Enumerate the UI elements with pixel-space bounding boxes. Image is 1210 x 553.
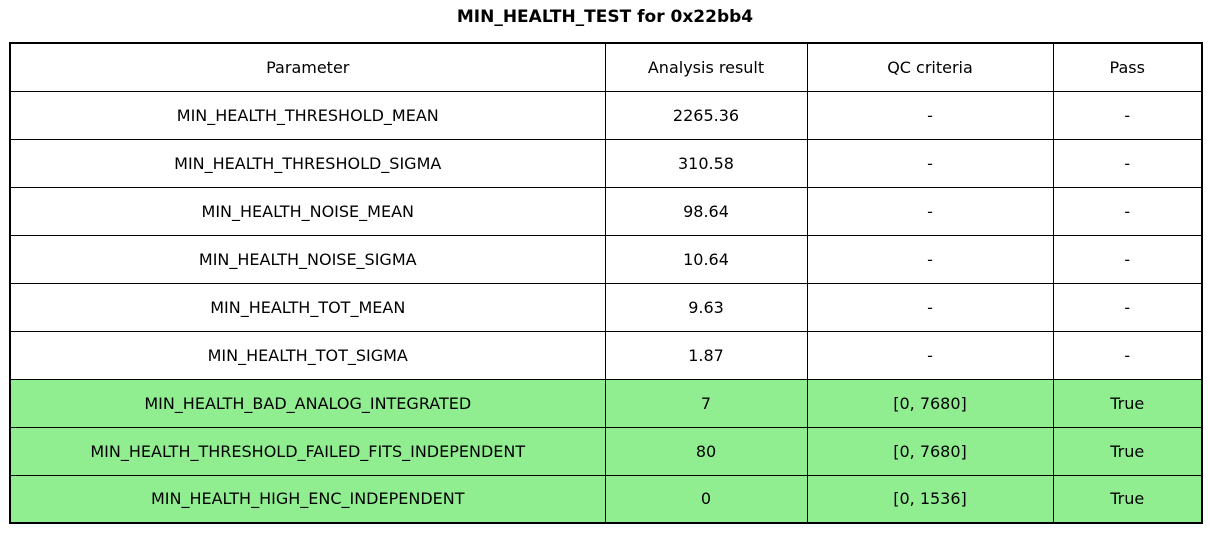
cell-pass: - [1052, 282, 1203, 332]
cell-qc-criteria: [0, 7680] [806, 426, 1054, 476]
cell-pass: - [1052, 138, 1203, 188]
cell-parameter: MIN_HEALTH_THRESHOLD_SIGMA [9, 138, 606, 188]
cell-parameter: MIN_HEALTH_NOISE_SIGMA [9, 234, 606, 284]
cell-analysis-result: 9.63 [604, 282, 808, 332]
cell-pass: - [1052, 234, 1203, 284]
cell-analysis-result: 7 [604, 378, 808, 428]
header-row: Parameter Analysis result QC criteria Pa… [9, 42, 1203, 92]
cell-analysis-result: 0 [604, 474, 808, 524]
cell-analysis-result: 10.64 [604, 234, 808, 284]
table-row: MIN_HEALTH_TOT_MEAN 9.63- - [9, 282, 1203, 332]
table-row: MIN_HEALTH_NOISE_MEAN 98.64- - [9, 186, 1203, 236]
cell-pass: - [1052, 186, 1203, 236]
cell-qc-criteria: [0, 1536] [806, 474, 1054, 524]
cell-parameter: MIN_HEALTH_THRESHOLD_FAILED_FITS_INDEPEN… [9, 426, 606, 476]
col-header-pass: Pass [1052, 42, 1203, 92]
col-header-parameter: Parameter [9, 42, 606, 92]
table-row: MIN_HEALTH_THRESHOLD_FAILED_FITS_INDEPEN… [9, 426, 1203, 476]
cell-pass: True [1052, 378, 1203, 428]
cell-qc-criteria: - [806, 186, 1054, 236]
cell-parameter: MIN_HEALTH_NOISE_MEAN [9, 186, 606, 236]
cell-analysis-result: 310.58 [604, 138, 808, 188]
cell-qc-criteria: [0, 7680] [806, 378, 1054, 428]
table-row: MIN_HEALTH_BAD_ANALOG_INTEGRATED 7 [0, 768… [9, 378, 1203, 428]
cell-analysis-result: 98.64 [604, 186, 808, 236]
cell-qc-criteria: - [806, 330, 1054, 380]
table-row: MIN_HEALTH_THRESHOLD_SIGMA 310.58- - [9, 138, 1203, 188]
table-row: MIN_HEALTH_NOISE_SIGMA 10.64- - [9, 234, 1203, 284]
col-header-analysis-result: Analysis result [604, 42, 808, 92]
cell-analysis-result: 2265.36 [604, 90, 808, 140]
cell-pass: True [1052, 474, 1203, 524]
cell-pass: - [1052, 90, 1203, 140]
cell-parameter: MIN_HEALTH_TOT_MEAN [9, 282, 606, 332]
table-row: MIN_HEALTH_THRESHOLD_MEAN 2265.36- - [9, 90, 1203, 140]
cell-parameter: MIN_HEALTH_BAD_ANALOG_INTEGRATED [9, 378, 606, 428]
qc-results-table: Parameter Analysis result QC criteria Pa… [9, 42, 1203, 524]
chart-title: MIN_HEALTH_TEST for 0x22bb4 [456, 7, 754, 27]
cell-qc-criteria: - [806, 282, 1054, 332]
cell-parameter: MIN_HEALTH_TOT_SIGMA [9, 330, 606, 380]
table-body: MIN_HEALTH_THRESHOLD_MEAN 2265.36- - MIN_HE… [9, 90, 1203, 524]
table-row: MIN_HEALTH_HIGH_ENC_INDEPENDENT 0 [0, 1536… [9, 474, 1203, 524]
cell-analysis-result: 80 [604, 426, 808, 476]
cell-analysis-result: 1.87 [604, 330, 808, 380]
cell-pass: True [1052, 426, 1203, 476]
cell-qc-criteria: - [806, 90, 1054, 140]
cell-parameter: MIN_HEALTH_HIGH_ENC_INDEPENDENT [9, 474, 606, 524]
cell-parameter: MIN_HEALTH_THRESHOLD_MEAN [9, 90, 606, 140]
cell-pass: - [1052, 330, 1203, 380]
col-header-qc-criteria: QC criteria [806, 42, 1054, 92]
table-row: MIN_HEALTH_TOT_SIGMA 1.87- - [9, 330, 1203, 380]
cell-qc-criteria: - [806, 138, 1054, 188]
cell-qc-criteria: - [806, 234, 1054, 284]
